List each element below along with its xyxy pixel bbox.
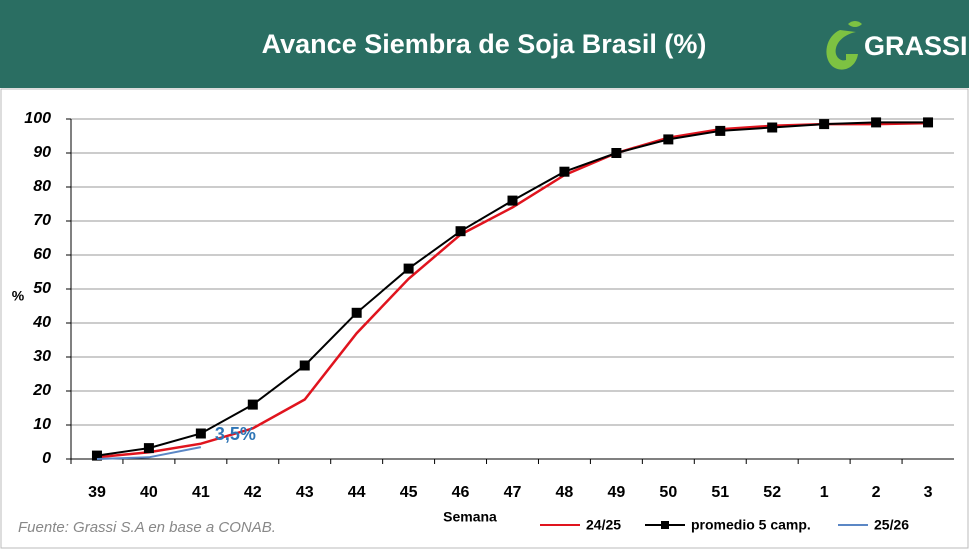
x-tick-label: 39 bbox=[88, 484, 106, 501]
point-marker bbox=[871, 117, 882, 128]
point-marker bbox=[819, 119, 830, 130]
point-marker bbox=[663, 134, 674, 145]
y-tick-label: 30 bbox=[33, 348, 51, 365]
x-tick-label: 49 bbox=[607, 484, 625, 501]
point-marker bbox=[91, 450, 102, 461]
x-tick-label: 2 bbox=[872, 484, 881, 501]
y-tick-label: 60 bbox=[33, 246, 51, 263]
point-marker bbox=[299, 360, 310, 371]
x-tick-label: 44 bbox=[348, 484, 366, 501]
point-marker bbox=[767, 122, 778, 133]
source: Fuente: Grassi S.A en base a CONAB. bbox=[18, 519, 276, 536]
point-marker bbox=[247, 399, 258, 410]
point-marker bbox=[455, 226, 466, 237]
y-tick-label: 100 bbox=[24, 110, 51, 127]
series-line bbox=[96, 121, 929, 459]
x-tick-label: 43 bbox=[296, 484, 314, 501]
y-tick-label: 90 bbox=[33, 144, 51, 161]
point-marker bbox=[923, 117, 934, 128]
y-tick-label: 80 bbox=[33, 178, 51, 195]
point-marker bbox=[403, 263, 414, 274]
series-line bbox=[96, 446, 202, 460]
y-axis-label: % bbox=[12, 288, 25, 304]
y-tick-label: 50 bbox=[33, 280, 51, 297]
frame bbox=[0, 88, 969, 549]
x-tick-label: 46 bbox=[452, 484, 470, 501]
point-marker bbox=[195, 428, 206, 439]
legend-label: 25/26 bbox=[874, 517, 909, 533]
x-tick-label: 3 bbox=[924, 484, 933, 501]
x-tick-label: 51 bbox=[711, 484, 729, 501]
logo-icon bbox=[826, 21, 862, 70]
point-marker bbox=[143, 443, 154, 454]
y-tick-label: 0 bbox=[42, 450, 51, 467]
y-tick-label: 40 bbox=[32, 314, 51, 331]
x-axis-label: Semana bbox=[443, 509, 497, 525]
point-marker bbox=[507, 195, 518, 206]
x-tick-label: 50 bbox=[659, 484, 677, 501]
logo-text: GRASSI bbox=[864, 31, 968, 61]
chart-title: Avance Siembra de Soja Brasil (%) bbox=[262, 29, 707, 59]
y-tick-label: 10 bbox=[33, 416, 51, 433]
point-marker bbox=[715, 125, 726, 136]
x-tick-label: 52 bbox=[763, 484, 781, 501]
legend-label: 24/25 bbox=[586, 517, 621, 533]
point-marker bbox=[559, 166, 570, 177]
x-tick-label: 45 bbox=[400, 484, 418, 501]
point-marker bbox=[351, 307, 362, 318]
point-marker bbox=[611, 148, 622, 158]
y-tick-label: 70 bbox=[33, 212, 51, 229]
annotation: 3,5% bbox=[215, 424, 256, 444]
x-tick-label: 47 bbox=[504, 484, 522, 501]
x-tick-label: 42 bbox=[244, 484, 262, 501]
legend-label: promedio 5 camp. bbox=[691, 517, 811, 533]
x-tick-label: 48 bbox=[556, 484, 574, 501]
header bbox=[0, 0, 969, 88]
y-tick-label: 20 bbox=[32, 382, 51, 399]
x-tick-label: 40 bbox=[140, 484, 158, 501]
legend-marker bbox=[661, 521, 669, 529]
x-tick-label: 41 bbox=[192, 484, 210, 501]
x-tick-label: 1 bbox=[820, 484, 829, 501]
